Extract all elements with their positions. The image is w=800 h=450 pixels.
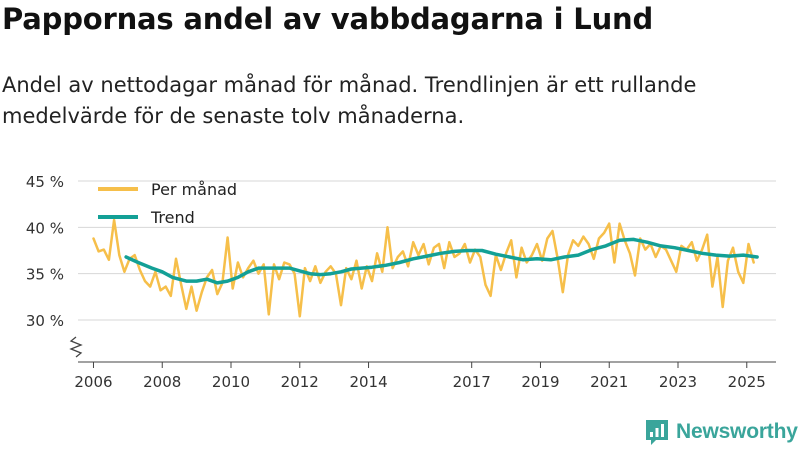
x-tick-label: 2008 <box>143 373 181 391</box>
newsworthy-brand[interactable]: Newsworthy <box>644 417 798 447</box>
newsworthy-logo-icon <box>646 420 668 445</box>
x-tick-label: 2023 <box>659 373 697 391</box>
x-tick-label: 2014 <box>349 373 387 391</box>
y-tick-label: 30 % <box>26 312 64 330</box>
axis-break-icon <box>69 336 83 358</box>
legend-label: Trend <box>150 208 195 227</box>
x-tick-label: 2025 <box>728 373 766 391</box>
brand-name: Newsworthy <box>676 420 798 443</box>
chart-title: Pappornas andel av vabbdagarna i Lund <box>2 2 654 36</box>
line-chart: 30 % 35 % 40 % 45 % 2006 2008 2010 2012 2014 2017… <box>26 173 776 391</box>
x-tick-label: 2017 <box>453 373 491 391</box>
legend-label: Per månad <box>151 180 237 199</box>
x-tick-label: 2021 <box>590 373 628 391</box>
chart-subtitle: Andel av nettodagar månad för månad. Tre… <box>2 73 697 128</box>
x-tick-label: 2006 <box>74 373 112 391</box>
series-line-per-manad <box>92 218 755 318</box>
y-tick-label: 35 % <box>26 266 64 284</box>
x-tick-label: 2012 <box>281 373 319 391</box>
x-tick-label: 2010 <box>212 373 250 391</box>
y-tick-label: 45 % <box>26 173 64 191</box>
y-tick-label: 40 % <box>26 219 64 237</box>
x-tick-label: 2019 <box>521 373 559 391</box>
series-line-trend <box>124 237 759 285</box>
